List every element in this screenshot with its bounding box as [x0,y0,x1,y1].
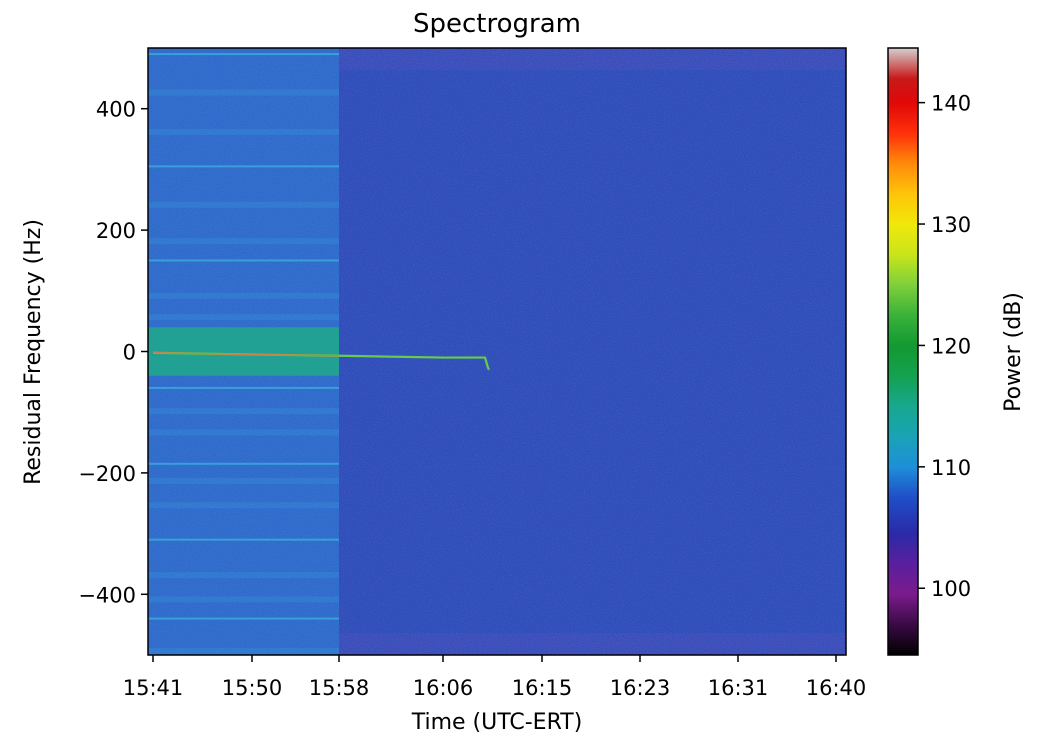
x-tick-label: 15:58 [309,676,370,700]
x-tick-label: 16:15 [512,676,573,700]
chart-title: Spectrogram [413,9,581,39]
x-tick-label: 15:41 [123,676,184,700]
x-axis-label: Time (UTC-ERT) [411,710,583,735]
colorbar-tick-label: 130 [931,213,971,237]
strong-signal-band [148,327,339,376]
plot-area [148,48,846,655]
x-tick-label: 16:06 [413,676,474,700]
edge-noise-bottom [339,633,846,655]
colorbar-tick-label: 120 [931,334,971,358]
signal-trace-core [152,352,340,357]
colorbar-tick-label: 110 [931,456,971,480]
edge-noise-top [339,48,846,70]
x-axis-ticks: 15:41 15:50 15:58 16:06 16:15 16:23 16:31 16:40 [123,655,867,700]
x-tick-label: 16:40 [806,676,867,700]
colorbar-tick-label: 100 [931,577,971,601]
signal-trace [152,351,490,371]
colorbar-label: Power (dB) [1001,292,1026,412]
y-tick-label: 400 [96,98,136,122]
y-tick-label: 200 [96,219,136,243]
y-axis-ticks: 400 200 0 −200 −400 [78,98,148,607]
y-tick-label: −200 [78,462,136,486]
colorbar-tick-label: 140 [931,92,971,116]
y-axis-label: Residual Frequency (Hz) [21,219,46,485]
x-tick-label: 16:23 [610,676,671,700]
colorbar [887,47,919,656]
y-tick-label: −400 [78,583,136,607]
x-tick-label: 16:31 [708,676,769,700]
colorbar-ticks: 140 130 120 110 100 [918,92,971,601]
y-tick-label: 0 [123,341,136,365]
x-tick-label: 15:50 [222,676,283,700]
